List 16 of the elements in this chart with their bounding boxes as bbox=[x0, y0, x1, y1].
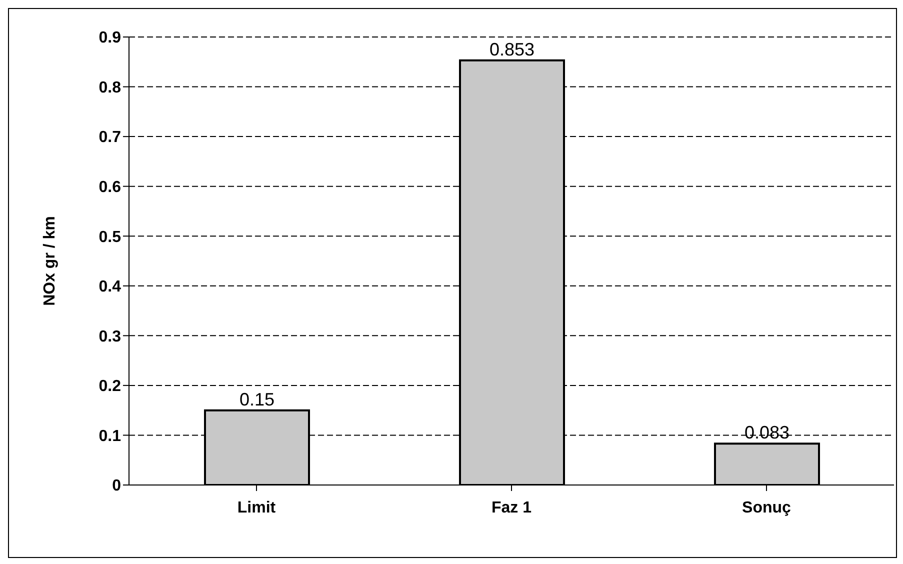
y-tick-label: 0.5 bbox=[98, 228, 122, 246]
y-tick-label: 0 bbox=[112, 478, 122, 495]
data-label: 0.853 bbox=[489, 39, 535, 60]
x-tick-label: Sonuç bbox=[742, 499, 792, 516]
y-tick-label: 0.4 bbox=[98, 278, 122, 296]
y-axis-title: NOx gr / km bbox=[42, 216, 59, 306]
y-tick-label: 0.8 bbox=[98, 79, 122, 96]
y-tick-label: 0.1 bbox=[98, 428, 122, 445]
data-label: 0.15 bbox=[239, 389, 275, 410]
x-tick-label: Limit bbox=[237, 499, 276, 516]
y-tick-label: 0.6 bbox=[98, 179, 122, 196]
y-tick-label: 0.3 bbox=[98, 328, 122, 346]
y-tick-label: 0.9 bbox=[98, 30, 122, 47]
y-tick-label: 0.7 bbox=[98, 129, 122, 146]
x-tick-label: Faz 1 bbox=[491, 499, 532, 516]
y-tick-label: 0.2 bbox=[98, 378, 122, 396]
